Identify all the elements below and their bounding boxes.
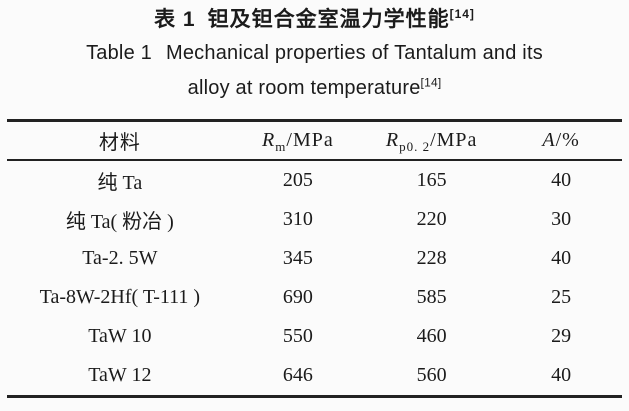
table-caption-en-text2: alloy at room temperature [187,77,421,99]
cell-rp02: 228 [416,247,447,269]
rm-subscript: m [275,139,287,154]
cell-elongation: 40 [551,364,572,386]
cell-elongation: 40 [551,169,572,191]
table-caption-en-text1: Mechanical properties of Tantalum and it… [165,42,543,64]
cell-rm: 690 [282,286,313,308]
cell-material: Ta-8W-2Hf( T-111 ) [39,286,201,308]
cell-material: TaW 12 [88,364,152,386]
rp02-subscript: p0. 2 [399,139,431,154]
table-row: Ta-2. 5W 345 228 40 [7,239,622,278]
table-row: TaW 10 550 460 29 [7,317,622,356]
col-header-elongation: A/% [500,121,622,161]
cell-material: Ta-2. 5W [82,247,158,269]
rm-unit: /MPa [286,129,334,151]
table-row: 纯 Ta( 粉冶 ) 310 220 30 [7,200,622,239]
col-header-material: 材料 [7,121,233,161]
cell-rm: 646 [282,364,313,386]
col-header-rp02: Rp0. 2/MPa [363,121,500,161]
header-row: 材料 Rm/MPa Rp0. 2/MPa A/% [7,120,622,161]
cell-rm: 205 [282,169,313,191]
cell-material: 纯 Ta [97,172,143,194]
cell-elongation: 25 [551,286,572,308]
cell-rm: 345 [282,247,313,269]
cell-rp02: 220 [416,208,447,230]
cell-rp02: 165 [416,169,447,191]
cell-elongation: 40 [551,247,572,269]
table-caption-en-line2: alloy at room temperature[14] [0,71,629,106]
cell-elongation: 29 [551,325,572,347]
cell-rm: 550 [282,325,313,347]
cell-rp02: 460 [416,325,447,347]
rm-symbol: R [262,129,276,151]
cell-elongation: 30 [551,208,572,230]
table-caption-zh: 表 1 钽及钽合金室温力学性能[14] [0,4,629,36]
elongation-symbol: A [542,129,556,151]
table-row: 纯 Ta 205 165 40 [7,160,622,200]
cell-rp02: 560 [416,364,447,386]
table-caption-en-label: Table 1 [86,42,152,64]
table-row: TaW 12 646 560 40 [7,356,622,397]
cell-rp02: 585 [416,286,447,308]
col-header-rm: Rm/MPa [233,121,363,161]
table-caption-zh-text: 钽及钽合金室温力学性能 [207,8,450,31]
table-row: Ta-8W-2Hf( T-111 ) 690 585 25 [7,278,622,317]
citation-ref-en: [14] [420,75,442,90]
cell-material: TaW 10 [88,325,152,347]
rp02-unit: /MPa [430,129,478,151]
properties-table: 材料 Rm/MPa Rp0. 2/MPa A/% 纯 Ta 205 165 40 纯 T… [7,119,622,398]
rp02-symbol: R [385,129,400,151]
cell-material: 纯 Ta( 粉冶 ) [65,211,174,233]
elongation-unit: /% [555,129,580,151]
cell-rm: 310 [282,208,313,230]
table-caption-zh-label: 表 1 [154,8,196,31]
table-caption-en-line1: Table 1 Mechanical properties of Tantalum… [0,36,629,71]
col-header-material-label: 材料 [98,132,141,154]
citation-ref-zh: [14] [449,7,475,21]
